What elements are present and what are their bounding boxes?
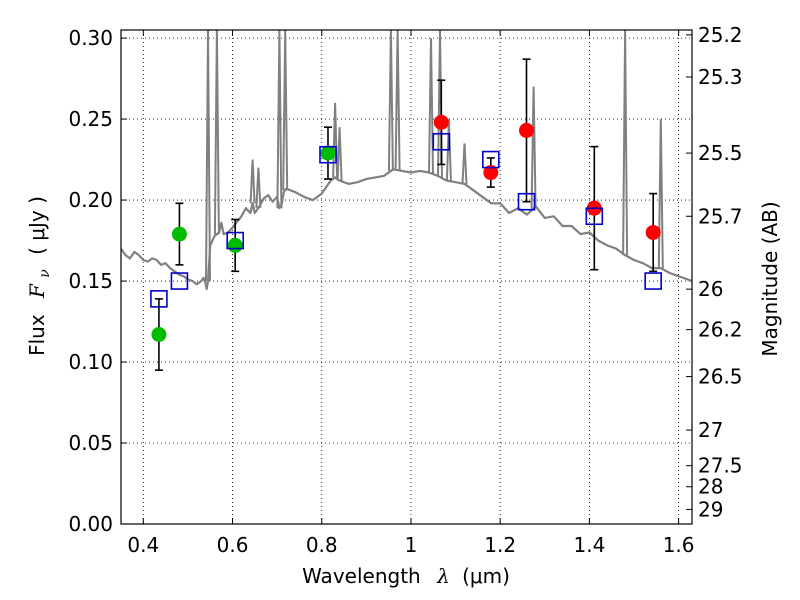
- emission-line: [336, 127, 343, 181]
- y2-tick-label: 26.2: [698, 318, 743, 342]
- y-axis-label-subscript: ν: [37, 269, 53, 278]
- x-tick-label: 1.2: [484, 533, 516, 557]
- emission-line: [276, 30, 283, 209]
- y2-tick-label: 27: [698, 418, 723, 442]
- emission-line: [213, 30, 220, 235]
- observed-flux-point: [645, 224, 661, 240]
- spectrum-line: [121, 168, 692, 291]
- y2-tick-label: 28: [698, 475, 723, 499]
- y-axis-label-unit: ( μJy ): [25, 196, 49, 255]
- model-photometry-square: [517, 192, 536, 211]
- model-photometry-square: [432, 132, 451, 151]
- y2-tick-label: 26: [698, 277, 723, 301]
- axis-ticks: 0.4 0.6 0.8 1 1.2 1.4 1.6 0.00 0.05 0.10 0.15 0.20 0…: [68, 23, 742, 557]
- emission-line: [332, 102, 339, 178]
- x-tick-label: 0.8: [306, 533, 338, 557]
- y-tick-label: 0.05: [68, 431, 113, 455]
- emission-line: [394, 30, 401, 171]
- plot-frame: [120, 29, 693, 525]
- emission-line: [445, 119, 452, 182]
- y2-tick-label: 25.3: [698, 65, 743, 89]
- observed-flux-point: [518, 122, 534, 138]
- x-tick-label: 1.4: [573, 533, 605, 557]
- model-photometry-square: [585, 207, 604, 226]
- y-tick-label: 0.20: [68, 188, 113, 212]
- x-tick-label: 1: [405, 533, 418, 557]
- x-tick-label: 0.4: [127, 533, 159, 557]
- y2-tick-label: 25.5: [698, 141, 743, 165]
- x-axis-label-symbol: λ: [436, 564, 450, 588]
- y2-tick-label: 26.5: [698, 365, 743, 389]
- observed-flux-point: [227, 237, 243, 253]
- model-photometry-square: [226, 231, 244, 250]
- observed-flux-point: [483, 165, 499, 181]
- model-photometry-square: [170, 272, 189, 290]
- emission-line: [387, 30, 394, 171]
- x-tick-label: 1.6: [663, 533, 695, 557]
- y-axis-label-text: Flux: [25, 314, 49, 356]
- emission-line: [657, 119, 664, 269]
- y-axis-label-symbol: F: [25, 283, 49, 299]
- y-tick-label: 0.25: [68, 107, 113, 131]
- observed-flux-point: [433, 114, 449, 130]
- y2-axis-label: Magnitude (AB): [758, 201, 782, 356]
- y-tick-label: 0.15: [68, 269, 113, 293]
- data-points: [150, 58, 662, 371]
- observed-flux-point: [151, 326, 167, 342]
- y2-tick-label: 29: [698, 497, 723, 521]
- observed-flux-point: [320, 145, 336, 161]
- x-axis-label-unit: (μm): [462, 564, 510, 588]
- y-tick-label: 0.30: [68, 26, 113, 50]
- emission-line: [461, 143, 468, 184]
- model-photometry-square: [482, 150, 500, 169]
- y2-tick-label: 25.2: [698, 23, 743, 47]
- x-axis-label-text: Wavelength: [302, 564, 421, 588]
- emission-line: [249, 159, 256, 204]
- model-photometry-square: [319, 145, 337, 164]
- emission-line: [282, 30, 289, 191]
- model-photometry-square: [150, 290, 168, 308]
- y2-tick-label: 25.7: [698, 204, 743, 228]
- model-spectrum: [121, 30, 692, 291]
- y-axis-label: Flux F ν ( μJy ): [25, 196, 54, 356]
- emission-line: [622, 30, 629, 256]
- y2-tick-label: 27.5: [698, 454, 743, 478]
- emission-line: [205, 30, 211, 282]
- x-tick-label: 0.6: [217, 533, 249, 557]
- emission-line: [428, 38, 434, 174]
- model-photometry-square: [644, 272, 662, 290]
- y-tick-label: 0.00: [68, 512, 113, 536]
- emission-line: [530, 86, 537, 209]
- emission-line: [255, 167, 262, 208]
- x-axis-label: Wavelength λ (μm): [302, 564, 510, 588]
- observed-flux-point: [171, 226, 187, 242]
- y-tick-label: 0.10: [68, 350, 113, 374]
